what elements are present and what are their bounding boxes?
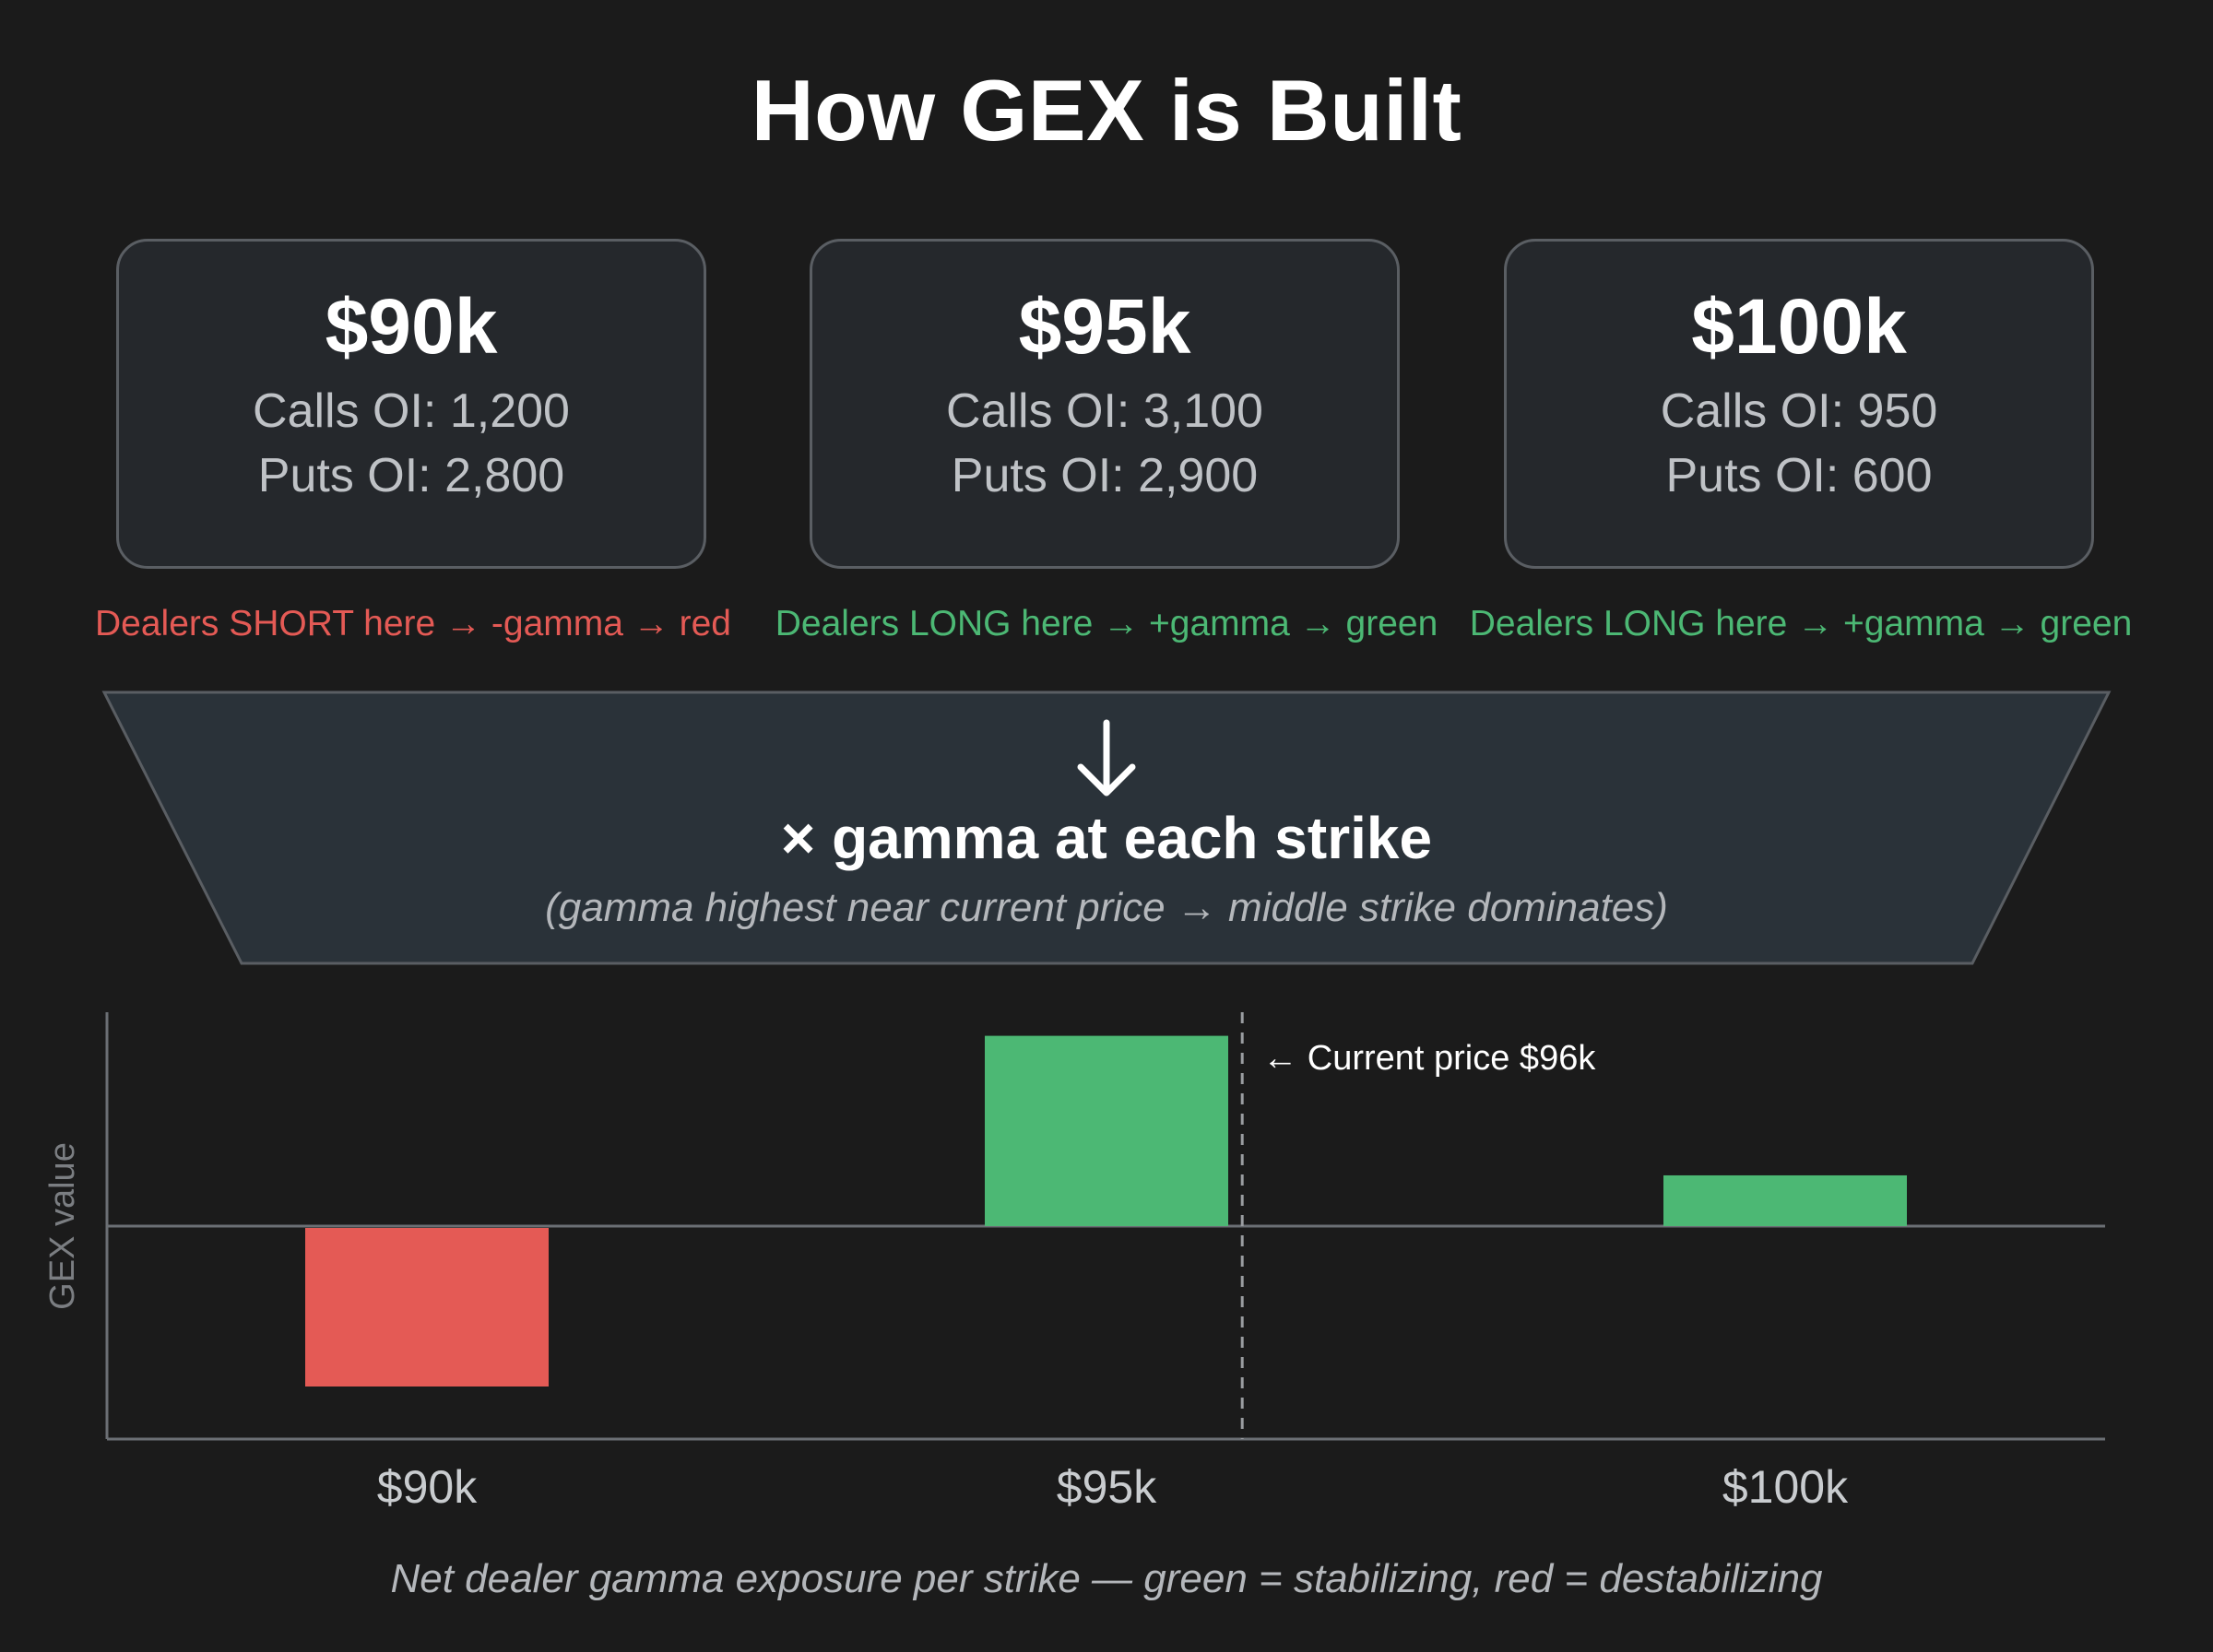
- bar-95k: [985, 1035, 1228, 1226]
- strike-card-95k: $95k Calls OI: 3,100 Puts OI: 2,900: [810, 239, 1400, 569]
- page-title: How GEX is Built: [751, 62, 1462, 159]
- x-tick-label: $95k: [1057, 1461, 1157, 1513]
- dealer-note-95k: Dealers LONG here → +gamma → green: [775, 604, 1438, 643]
- puts-oi: Puts OI: 2,900: [951, 449, 1259, 502]
- gamma-funnel: [101, 690, 2112, 965]
- strike-label: $95k: [1018, 283, 1191, 370]
- calls-oi: Calls OI: 3,100: [946, 384, 1263, 438]
- strike-card-90k: $90k Calls OI: 1,200 Puts OI: 2,800: [116, 239, 706, 569]
- puts-oi: Puts OI: 2,800: [257, 449, 565, 502]
- calls-oi: Calls OI: 1,200: [253, 384, 570, 438]
- current-price-label: ← Current price $96k: [1262, 1039, 1596, 1078]
- calls-oi: Calls OI: 950: [1660, 384, 1938, 438]
- strike-label: $90k: [325, 283, 498, 370]
- dealer-note-100k: Dealers LONG here → +gamma → green: [1469, 604, 2133, 643]
- down-arrow-icon: [1077, 719, 1136, 796]
- funnel-title: × gamma at each strike: [780, 805, 1433, 871]
- strike-label: $100k: [1691, 283, 1907, 370]
- strike-card-100k: $100k Calls OI: 950 Puts OI: 600: [1504, 239, 2094, 569]
- chart-caption: Net dealer gamma exposure per strike — g…: [390, 1556, 1823, 1601]
- dealer-note-90k: Dealers SHORT here → -gamma → red: [95, 604, 731, 643]
- y-axis-label: GEX value: [43, 1142, 82, 1310]
- funnel-subtitle: (gamma highest near current price → midd…: [545, 885, 1668, 930]
- x-tick-label: $100k: [1722, 1461, 1849, 1513]
- x-tick-label: $90k: [377, 1461, 478, 1513]
- bar-100k: [1663, 1174, 1907, 1226]
- bar-90k: [305, 1228, 549, 1386]
- puts-oi: Puts OI: 600: [1665, 449, 1933, 502]
